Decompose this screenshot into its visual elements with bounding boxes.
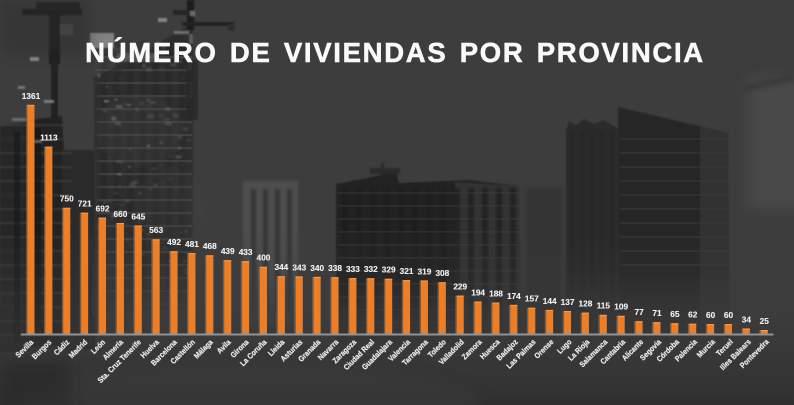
svg-text:750: 750 bbox=[60, 194, 74, 204]
svg-text:1113: 1113 bbox=[40, 133, 58, 143]
svg-text:1361: 1361 bbox=[22, 91, 41, 101]
svg-text:229: 229 bbox=[453, 282, 467, 292]
svg-text:Orense: Orense bbox=[532, 337, 555, 360]
svg-text:343: 343 bbox=[292, 262, 306, 272]
svg-text:128: 128 bbox=[579, 299, 593, 309]
svg-text:144: 144 bbox=[543, 296, 557, 306]
svg-text:439: 439 bbox=[221, 246, 235, 256]
svg-text:Burgos: Burgos bbox=[30, 338, 54, 362]
svg-text:62: 62 bbox=[688, 310, 698, 320]
svg-text:319: 319 bbox=[418, 266, 432, 276]
svg-text:433: 433 bbox=[239, 247, 253, 257]
svg-text:563: 563 bbox=[149, 225, 163, 235]
svg-text:468: 468 bbox=[203, 241, 217, 251]
svg-text:481: 481 bbox=[185, 239, 199, 249]
svg-text:721: 721 bbox=[78, 199, 92, 209]
svg-text:34: 34 bbox=[742, 314, 752, 324]
svg-text:Murcia: Murcia bbox=[695, 336, 718, 359]
svg-text:194: 194 bbox=[471, 287, 485, 297]
svg-text:344: 344 bbox=[274, 262, 288, 272]
svg-text:174: 174 bbox=[507, 291, 521, 301]
svg-text:660: 660 bbox=[114, 209, 128, 219]
svg-text:492: 492 bbox=[167, 237, 181, 247]
svg-text:115: 115 bbox=[597, 301, 611, 311]
svg-text:60: 60 bbox=[724, 310, 734, 320]
svg-text:692: 692 bbox=[96, 204, 110, 214]
svg-text:157: 157 bbox=[525, 294, 539, 304]
svg-text:332: 332 bbox=[364, 264, 378, 274]
svg-text:329: 329 bbox=[382, 265, 396, 275]
svg-text:60: 60 bbox=[706, 310, 716, 320]
svg-text:71: 71 bbox=[652, 308, 662, 318]
svg-text:137: 137 bbox=[561, 297, 575, 307]
svg-text:338: 338 bbox=[328, 263, 342, 273]
svg-text:65: 65 bbox=[670, 309, 680, 319]
svg-text:308: 308 bbox=[435, 268, 449, 278]
svg-text:340: 340 bbox=[310, 263, 324, 273]
svg-text:645: 645 bbox=[131, 211, 145, 221]
svg-text:400: 400 bbox=[257, 253, 271, 263]
svg-text:333: 333 bbox=[346, 264, 360, 274]
svg-text:77: 77 bbox=[634, 307, 644, 317]
svg-text:109: 109 bbox=[614, 302, 628, 312]
svg-text:Madrid: Madrid bbox=[67, 338, 90, 361]
svg-text:25: 25 bbox=[760, 316, 770, 326]
svg-text:188: 188 bbox=[489, 288, 503, 298]
svg-text:321: 321 bbox=[400, 266, 414, 276]
svg-text:Málaga: Málaga bbox=[192, 337, 216, 361]
